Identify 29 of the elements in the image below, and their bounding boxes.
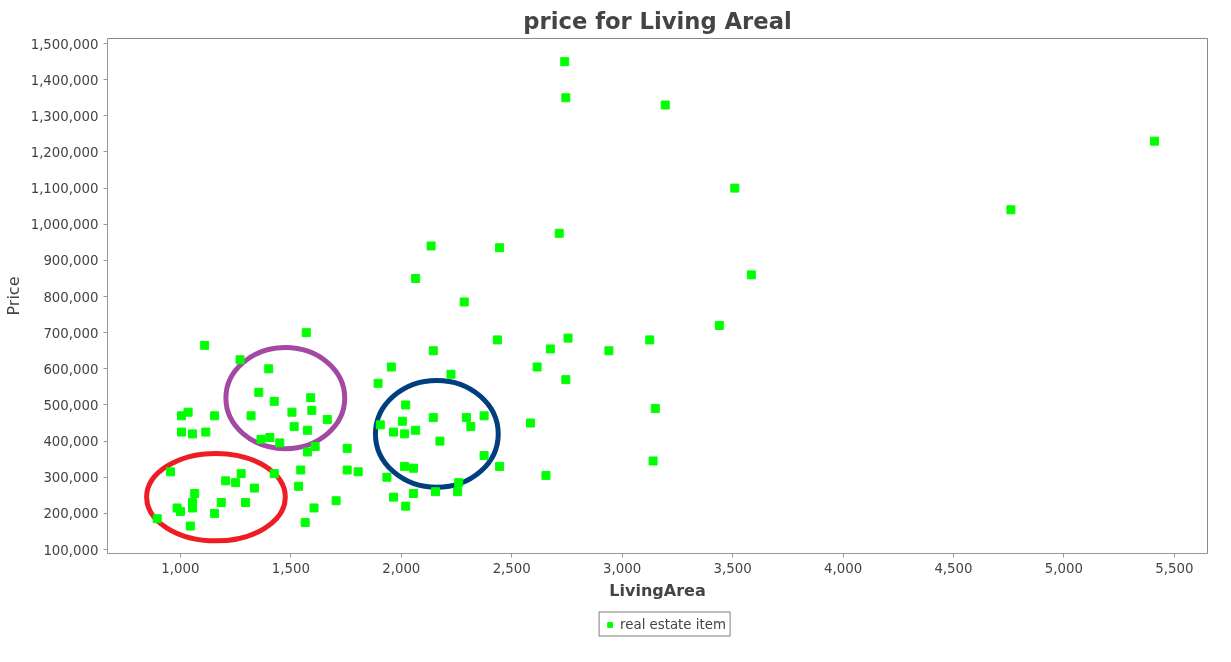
- x-axis-title: LivingArea: [609, 580, 706, 600]
- x-tick-label: 2,000: [382, 560, 421, 576]
- y-tick-label: 1,100,000: [30, 181, 99, 197]
- x-tick-label: 1,000: [161, 560, 200, 576]
- x-tick-label: 3,000: [603, 560, 642, 576]
- y-tick-label: 1,200,000: [30, 144, 99, 160]
- x-tick-label: 5,500: [1155, 560, 1194, 576]
- x-tick-label: 5,000: [1044, 560, 1083, 576]
- y-tick-label: 600,000: [43, 361, 99, 377]
- y-tick-label: 100,000: [43, 542, 99, 558]
- y-tick-label: 400,000: [43, 434, 99, 450]
- y-tick-label: 700,000: [43, 325, 99, 341]
- y-axis-title: Price: [3, 276, 23, 316]
- y-tick-label: 1,000,000: [30, 217, 99, 233]
- y-tick-label: 500,000: [43, 397, 99, 413]
- y-tick-label: 900,000: [43, 253, 99, 269]
- y-tick-label: 200,000: [43, 506, 99, 522]
- x-tick-label: 1,500: [271, 560, 310, 576]
- x-tick-label: 2,500: [492, 560, 531, 576]
- legend-label: real estate item: [620, 616, 726, 632]
- x-tick-label: 4,000: [823, 560, 863, 576]
- x-tick-label: 4,500: [934, 560, 973, 576]
- chart-title: price for Living Areal: [523, 7, 792, 34]
- y-tick-label: 1,400,000: [30, 72, 99, 88]
- y-tick-label: 800,000: [43, 289, 99, 305]
- x-tick-label: 3,500: [713, 560, 752, 576]
- y-tick-label: 1,300,000: [30, 108, 99, 124]
- y-tick-label: 300,000: [43, 470, 99, 486]
- y-tick-label: 1,500,000: [30, 36, 99, 52]
